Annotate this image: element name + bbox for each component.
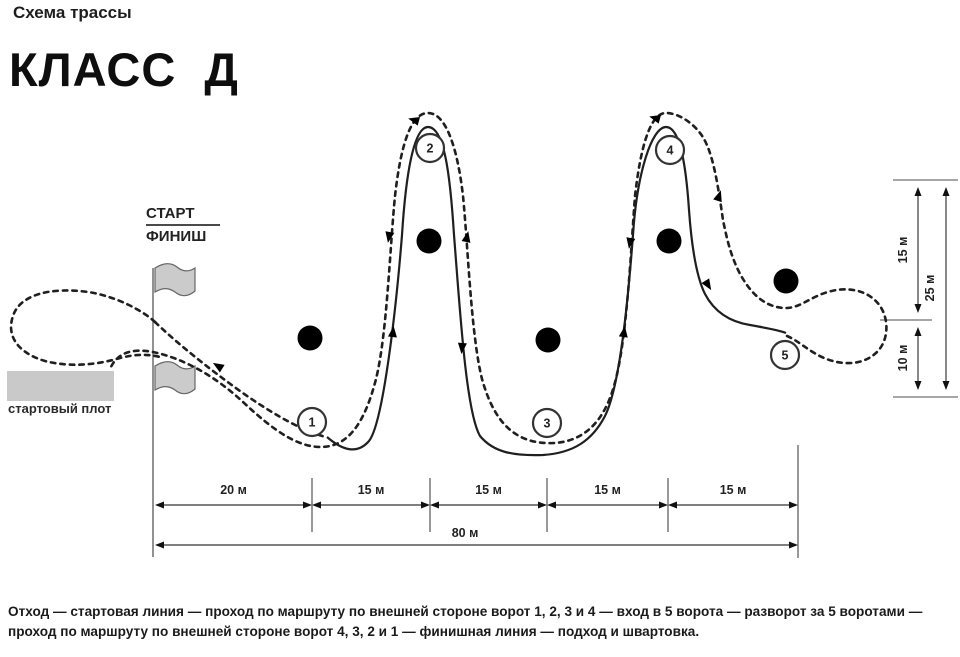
direction-arrow [701, 278, 712, 291]
dimension-arrow-left [312, 501, 321, 509]
description-line-1: Отход — стартовая линия — проход по марш… [8, 604, 923, 619]
gate-3-circle [531, 407, 563, 439]
dimension-arrow-right [789, 501, 798, 509]
gate-1-number: 1 [309, 416, 316, 430]
direction-arrow [388, 326, 397, 338]
buoy-mark [656, 228, 682, 254]
dimension-arrow-left [155, 541, 164, 549]
vertical-dimension-label: 15 м [896, 237, 910, 264]
flag-icon [154, 263, 196, 297]
direction-arrow [212, 362, 225, 373]
dimension-arrow-right [538, 501, 547, 509]
dimension-arrow-left [547, 501, 556, 509]
dimension-arrow-down [914, 304, 922, 313]
dimension-arrow-down [942, 381, 950, 390]
class-heading: КЛАСС Д [9, 43, 239, 96]
direction-arrow [461, 231, 471, 243]
buoy-mark [416, 228, 442, 254]
gate-4-number: 4 [667, 144, 674, 158]
start-finish-divider [146, 224, 220, 226]
dimension-arrow-right [789, 541, 798, 549]
start-loop-path-dashed [9, 289, 162, 366]
direction-arrow [408, 116, 420, 126]
buoy-mark [773, 268, 799, 294]
buoy-mark [297, 325, 323, 351]
gate-4-circle [654, 134, 686, 166]
direction-arrow [385, 231, 395, 243]
horizontal-dimension-label: 15 м [358, 483, 385, 497]
direction-arrow [618, 326, 628, 338]
direction-arrow [649, 114, 661, 124]
dimension-arrow-up [914, 187, 922, 196]
buoy-mark [535, 327, 561, 353]
horizontal-dimension-label: 15 м [594, 483, 621, 497]
dimension-arrow-right [421, 501, 430, 509]
dimension-arrow-left [155, 501, 164, 509]
flag-icon [154, 361, 196, 395]
direction-arrow [457, 342, 467, 354]
gate-3-number: 3 [544, 417, 551, 431]
vertical-dimension-label: 25 м [923, 275, 937, 302]
vertical-dimension-label: 10 м [896, 345, 910, 372]
direction-arrow [713, 190, 722, 203]
dimension-arrow-down [914, 381, 922, 390]
description-line-2: проход по маршруту по внешней стороне во… [8, 624, 700, 639]
dimension-arrow-up [942, 187, 950, 196]
solid-course-path [326, 125, 787, 457]
horizontal-dimension-label: 15 м [475, 483, 502, 497]
starting-raft [7, 371, 114, 401]
dimension-arrow-left [430, 501, 439, 509]
gate-1-circle [296, 406, 328, 438]
dimension-arrow-up [914, 327, 922, 336]
gate-5-number: 5 [782, 349, 789, 363]
starting-raft-label: стартовый плот [8, 401, 112, 416]
gate-5-circle [769, 339, 801, 371]
dimension-arrow-left [668, 501, 677, 509]
direction-arrow [626, 237, 636, 249]
dimension-arrow-right [659, 501, 668, 509]
course-description: Отход — стартовая линия — проход по марш… [8, 602, 954, 642]
start-label: СТАРТ [146, 205, 195, 222]
dimension-arrow-right [303, 501, 312, 509]
horizontal-dimension-label: 15 м [720, 483, 747, 497]
gate-2-number: 2 [427, 142, 434, 156]
finish-label: ФИНИШ [146, 228, 207, 245]
total-dimension-label: 80 м [452, 526, 479, 540]
start-finish-sign: СТАРТ ФИНИШ [146, 205, 222, 245]
start-lead-path-dashed [153, 320, 329, 439]
horizontal-dimension-label: 20 м [220, 483, 247, 497]
gate-2-circle [414, 132, 446, 164]
return-path-dashed [108, 111, 888, 449]
diagram-title: Схема трассы [13, 3, 132, 22]
